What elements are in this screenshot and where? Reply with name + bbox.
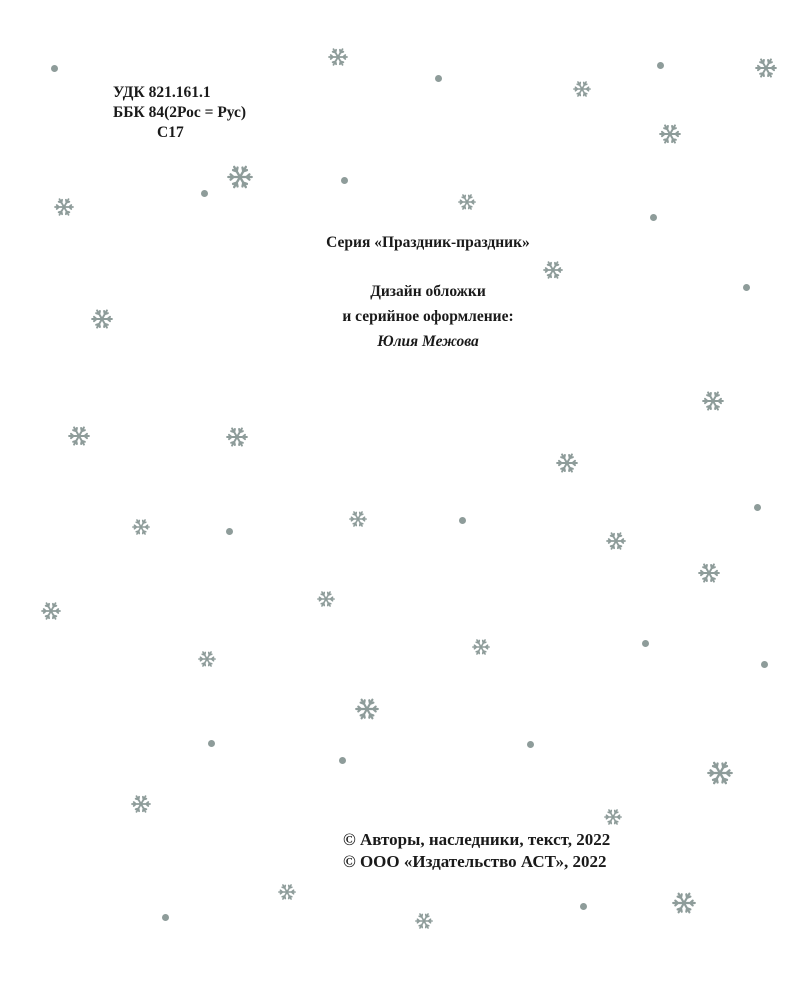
snowflake-icon [278, 884, 296, 900]
snowflake-icon [672, 892, 696, 914]
snowflake-icon [458, 194, 476, 210]
snowflake-icon [227, 165, 253, 189]
series-title: Серия «Праздник-праздник» [326, 234, 530, 251]
dot-decoration [434, 74, 442, 82]
snowflake-icon [54, 198, 74, 216]
snowflake-icon [472, 639, 490, 655]
snowflake-icon [132, 519, 150, 535]
snowflake-icon [573, 81, 591, 97]
dot-decoration [649, 213, 657, 221]
snowflake-icon [91, 309, 113, 329]
snowflake-icon [355, 698, 379, 720]
snowflake-icon [755, 58, 777, 78]
design-line-2: и серийное оформление: [342, 308, 514, 325]
dot-decoration [200, 189, 208, 197]
snowflake-icon [543, 261, 563, 279]
dot-decoration [641, 639, 649, 647]
dot-decoration [760, 660, 768, 668]
snowflake-icon [415, 913, 433, 929]
snowflake-icon [328, 48, 348, 66]
snowflake-icon [226, 427, 248, 447]
snowflake-icon [131, 795, 151, 813]
dot-decoration [207, 739, 215, 747]
dot-decoration [526, 740, 534, 748]
snowflake-icon [698, 563, 720, 583]
bbk-code: ББК 84(2Рос = Рус) [113, 104, 247, 121]
dot-decoration [656, 61, 664, 69]
snowflake-icon [556, 453, 578, 473]
snowflake-icon [606, 532, 626, 550]
dot-decoration [340, 176, 348, 184]
dot-decoration [579, 902, 587, 910]
dot-decoration [50, 64, 58, 72]
dot-decoration [338, 756, 346, 764]
author-mark: С17 [157, 124, 184, 141]
snowflake-icon [68, 426, 90, 446]
udk-code: УДК 821.161.1 [113, 84, 211, 101]
designer-name: Юлия Межова [377, 333, 479, 350]
snowflake-icon [317, 591, 335, 607]
copyright-authors: © Авторы, наследники, текст, 2022 [343, 830, 611, 849]
snowflake-icon [198, 651, 216, 667]
snowflake-icon [604, 809, 622, 825]
snowflake-icon [41, 602, 61, 620]
dot-decoration [753, 503, 761, 511]
design-line-1: Дизайн обложки [370, 283, 486, 300]
dot-decoration [161, 913, 169, 921]
snowflake-icon [702, 391, 724, 411]
dot-decoration [225, 527, 233, 535]
snowflake-icon [349, 511, 367, 527]
snowflake-icon [659, 124, 681, 144]
snowflake-icon [707, 761, 733, 785]
dot-decoration [742, 283, 750, 291]
copyright-publisher: © ООО «Издательство АСТ», 2022 [343, 852, 607, 871]
dot-decoration [458, 516, 466, 524]
